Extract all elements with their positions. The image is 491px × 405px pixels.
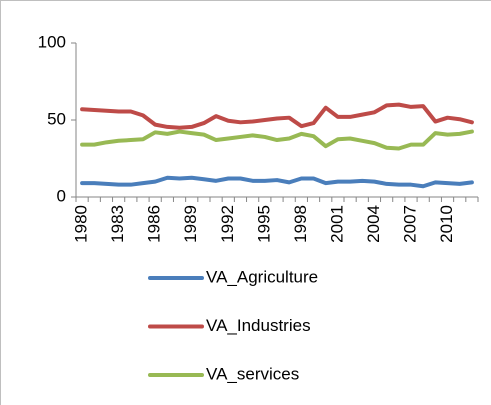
legend-label: VA_services: [206, 364, 299, 383]
series-line: [80, 129, 474, 151]
series-line: [80, 102, 474, 130]
x-tick-label: 1989: [181, 205, 200, 243]
x-tick-label: 1983: [108, 205, 127, 243]
legend-label: VA_Agriculture: [206, 267, 318, 286]
legend-label: VA_Industries: [206, 316, 311, 335]
x-tick-label: 2001: [327, 205, 346, 243]
x-tick-label: 2007: [400, 205, 419, 243]
x-tick-label: 2004: [364, 205, 383, 243]
x-tick-label: 1992: [218, 205, 237, 243]
series-line: [80, 175, 474, 189]
x-tick-label: 1986: [145, 205, 164, 243]
x-tick-label: 1998: [291, 205, 310, 243]
x-tick-label: 2010: [437, 205, 456, 243]
y-tick-label: 100: [38, 32, 66, 51]
y-tick-label: 50: [47, 109, 66, 128]
x-tick-label: 1995: [254, 205, 273, 243]
x-tick-label: 1980: [72, 205, 91, 243]
y-tick-label: 0: [57, 186, 66, 205]
